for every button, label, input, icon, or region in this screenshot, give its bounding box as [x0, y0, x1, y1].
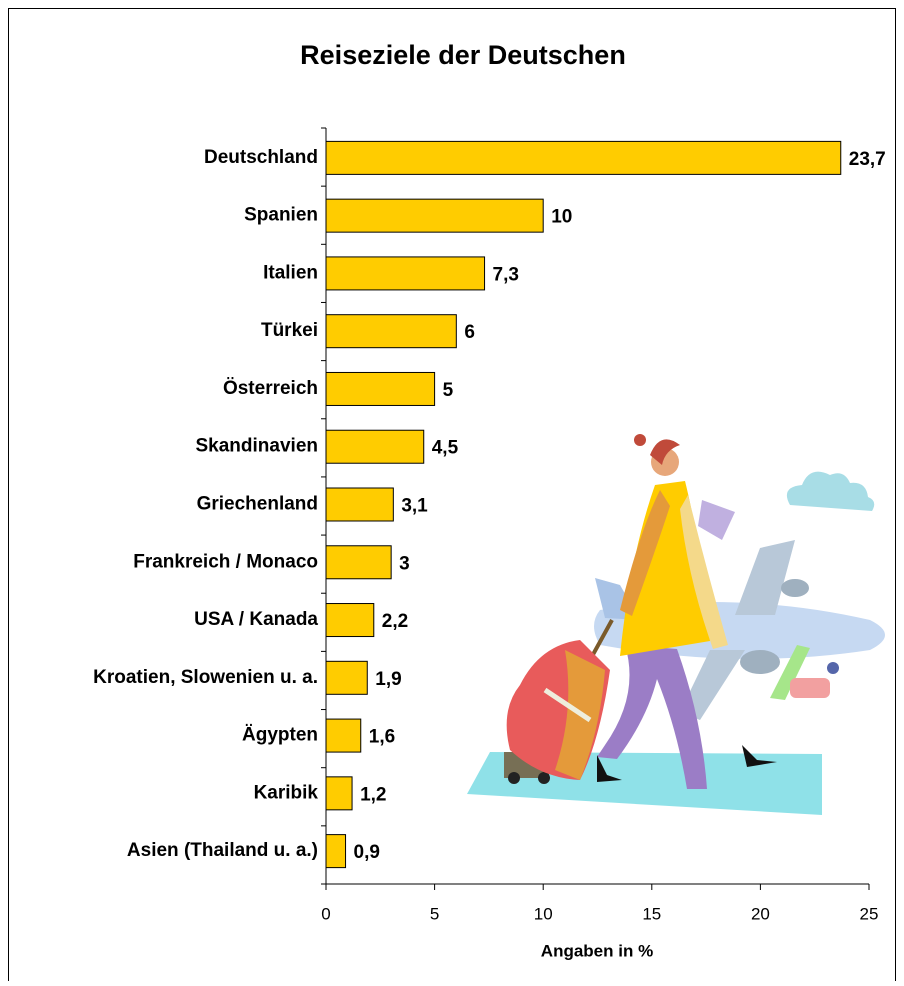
value-label: 1,2 [360, 784, 386, 805]
bar [326, 141, 841, 174]
y-tick-label: Türkei [261, 320, 318, 341]
y-tick-label: USA / Kanada [194, 609, 318, 630]
y-tick-label: Ägypten [242, 725, 318, 746]
chart: Reiseziele der Deutschen Angaben in % 0 5… [0, 0, 904, 981]
value-label: 7,3 [493, 264, 519, 285]
y-tick-label: Griechenland [197, 494, 318, 515]
bar [326, 315, 456, 348]
bar [326, 488, 393, 521]
chart-title: Reiseziele der Deutschen [300, 40, 626, 70]
y-tick-label: Deutschland [204, 147, 318, 168]
y-tick-label: Spanien [244, 205, 318, 226]
bar [326, 835, 346, 868]
value-label: 6 [464, 322, 475, 343]
x-tick-label: 20 [751, 904, 770, 923]
bar [326, 199, 543, 232]
bar [326, 604, 374, 637]
x-axis-title: Angaben in % [541, 941, 653, 960]
x-tick-label: 0 [321, 904, 330, 923]
bar [326, 257, 485, 290]
y-tick-label: Skandinavien [196, 436, 319, 457]
y-tick-label: Karibik [254, 782, 319, 803]
y-tick-label: Italien [263, 262, 318, 283]
illustration [467, 434, 885, 815]
bar [326, 661, 367, 694]
y-tick-label: Kroatien, Slowenien u. a. [93, 667, 318, 688]
x-tick-label: 25 [860, 904, 879, 923]
value-label: 0,9 [354, 842, 380, 863]
y-tick-label: Österreich [223, 378, 318, 399]
value-label: 10 [551, 207, 572, 228]
value-label: 3 [399, 553, 410, 574]
x-tick-label: 15 [642, 904, 661, 923]
bar [326, 430, 424, 463]
bar [326, 546, 391, 579]
value-label: 5 [443, 380, 454, 401]
x-tick-label: 10 [534, 904, 553, 923]
bar [326, 777, 352, 810]
value-label: 23,7 [849, 149, 886, 170]
bar [326, 372, 435, 405]
value-label: 2,2 [382, 611, 408, 632]
value-label: 4,5 [432, 438, 459, 459]
value-label: 3,1 [401, 496, 428, 517]
y-tick-label: Frankreich / Monaco [133, 551, 318, 572]
x-tick-label: 5 [430, 904, 439, 923]
value-label: 1,9 [375, 669, 401, 690]
bar [326, 719, 361, 752]
value-label: 1,6 [369, 727, 395, 748]
y-tick-label: Asien (Thailand u. a.) [127, 840, 318, 861]
